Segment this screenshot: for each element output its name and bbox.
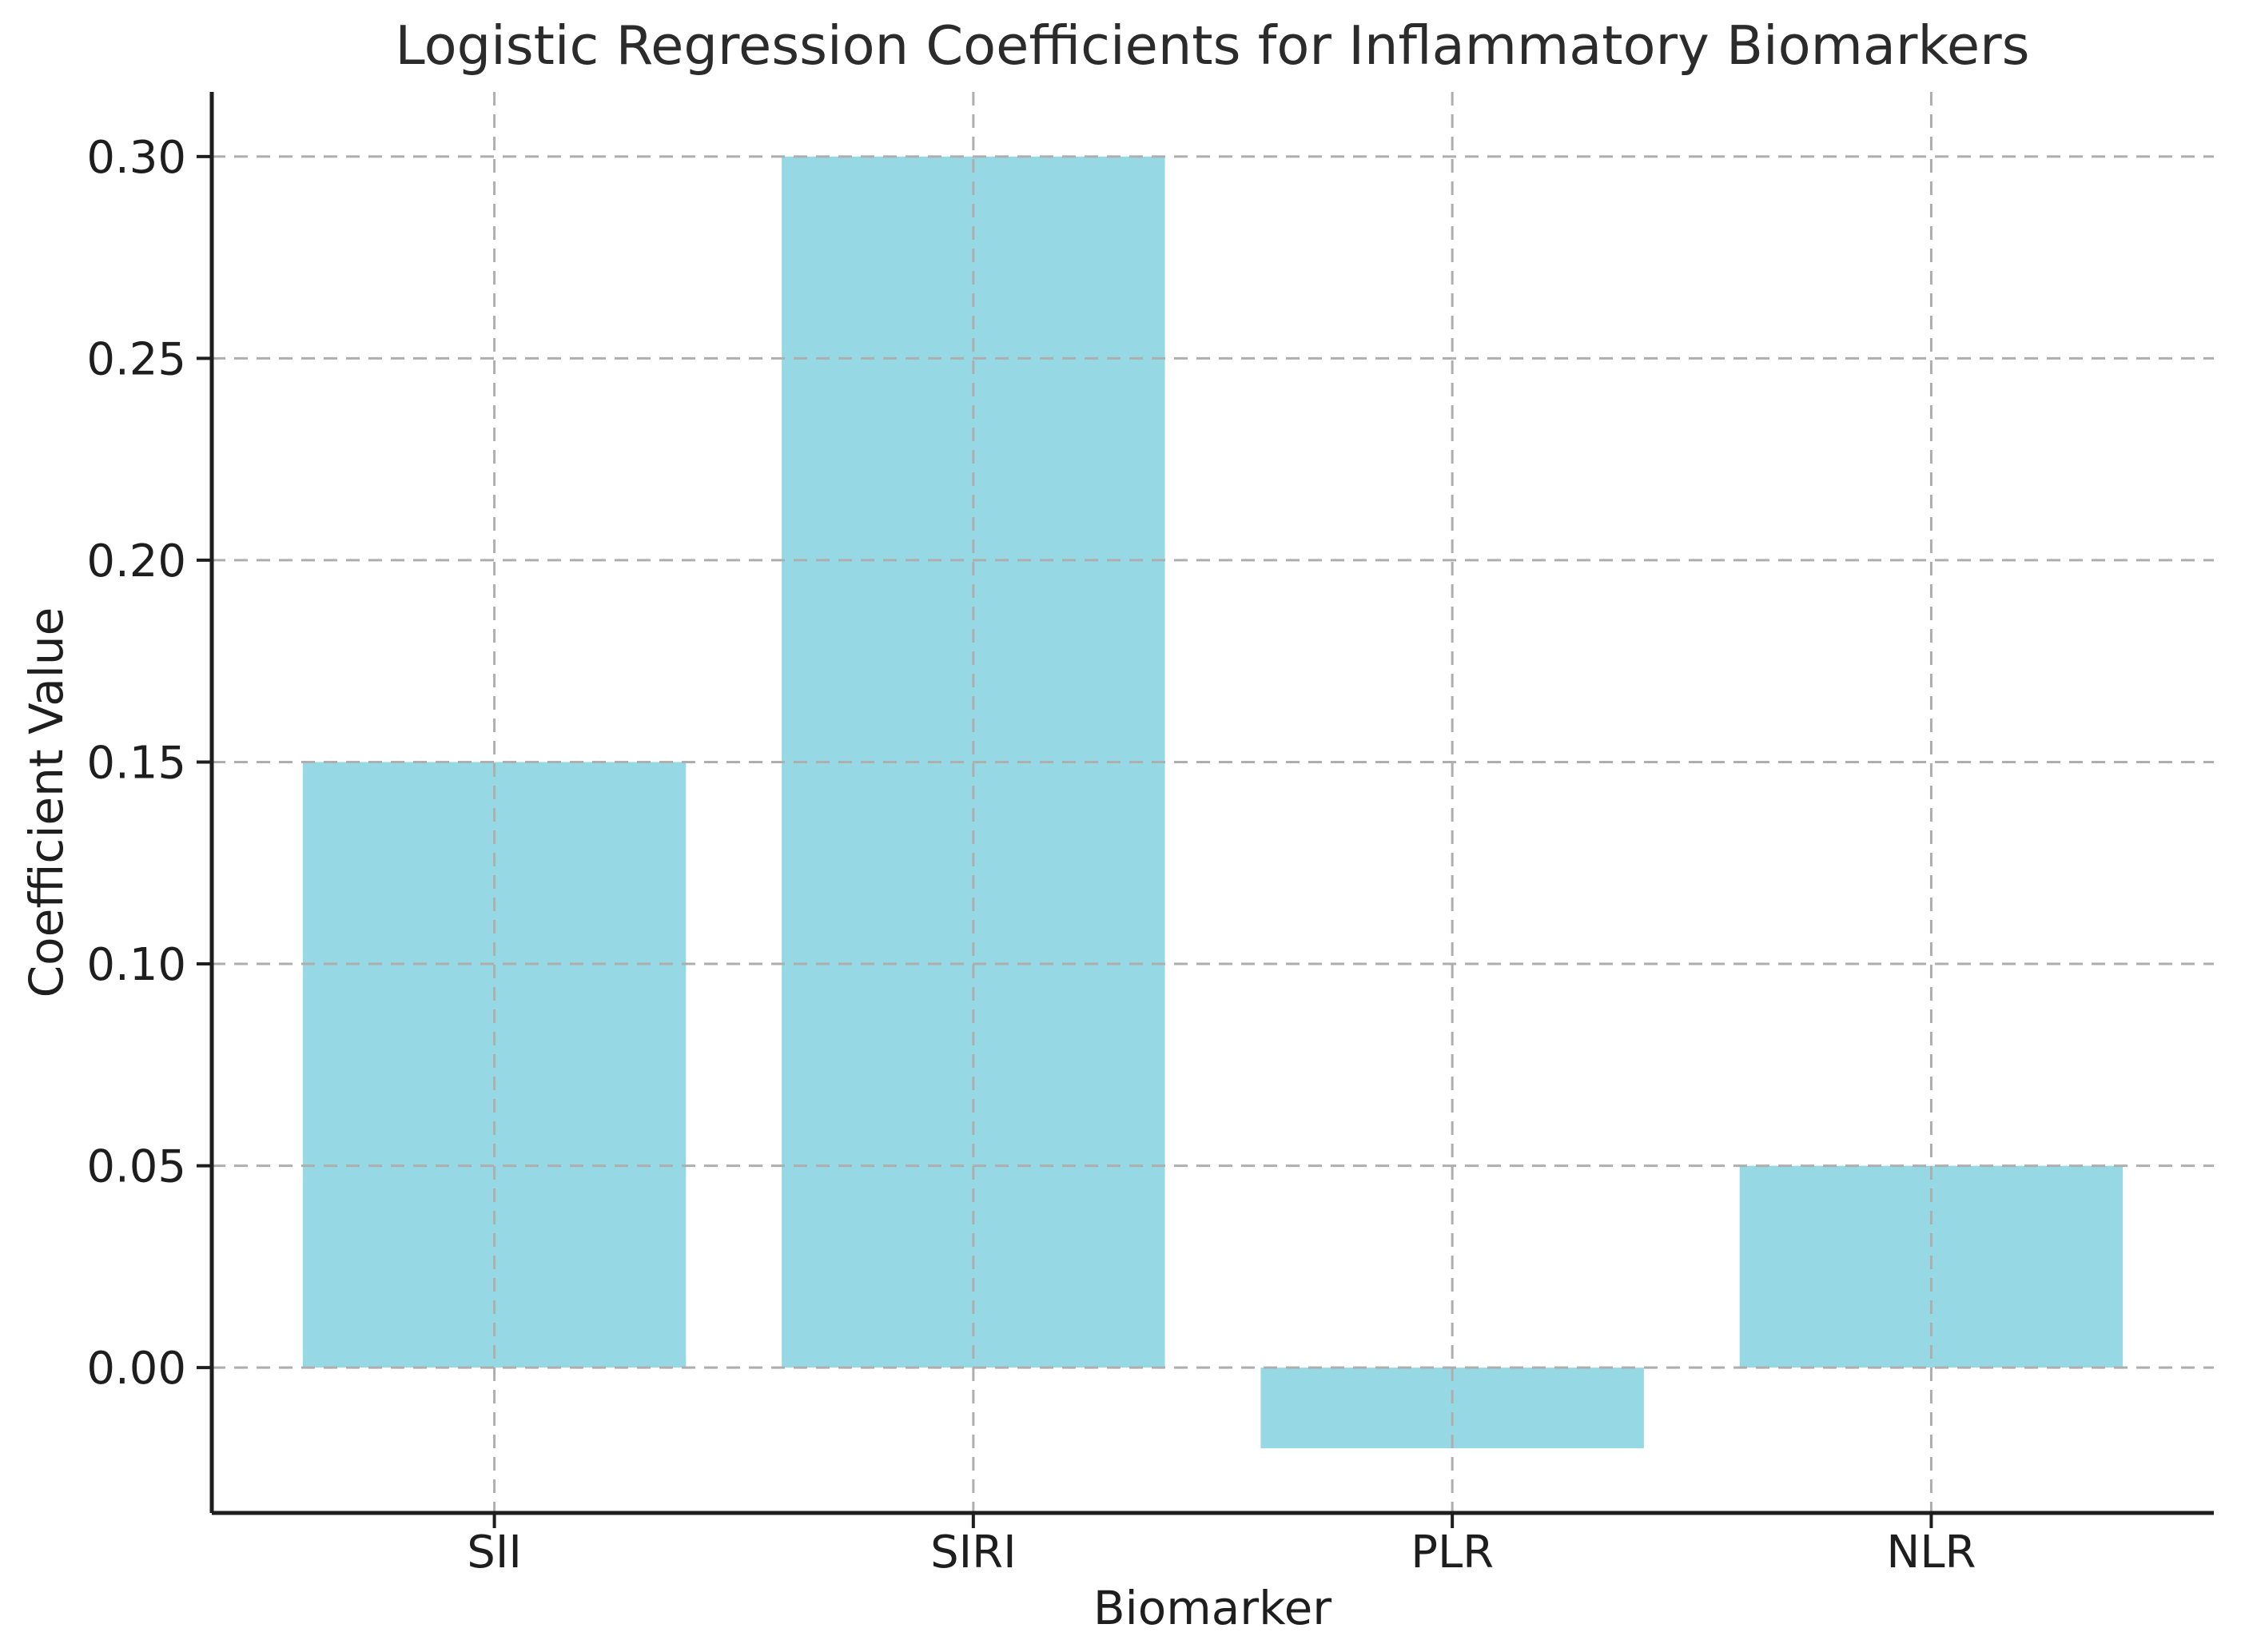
y-tick-label-0.25: 0.25: [86, 333, 186, 385]
x-tick-label-plr: PLR: [1411, 1527, 1494, 1578]
x-axis-label: Biomarker: [1093, 1581, 1331, 1635]
bars-group: [302, 156, 2124, 1449]
axes-group: [209, 92, 2214, 1515]
x-tick-label-siri: SIRI: [930, 1527, 1017, 1578]
chart-title: Logistic Regression Coefficients for Inf…: [395, 14, 2029, 77]
y-tick-label-0.15: 0.15: [86, 737, 186, 789]
tick-marks-group: [197, 154, 1933, 1528]
y-tick-label-0.30: 0.30: [86, 132, 186, 184]
gridlines-group: [212, 92, 2214, 1513]
tick-labels-group: 0.00 0.05 0.10 0.15 0.20 0.25 0.30 SII SIRI PLR NL…: [86, 132, 1976, 1578]
y-tick-label-0.00: 0.00: [86, 1343, 186, 1395]
y-tick-label-0.20: 0.20: [86, 535, 186, 587]
y-tick-label-0.05: 0.05: [86, 1141, 186, 1193]
x-tick-label-nlr: NLR: [1886, 1527, 1976, 1578]
y-axis-label: Coefficient Value: [19, 607, 74, 998]
y-tick-label-0.10: 0.10: [86, 939, 186, 991]
x-tick-label-sii: SII: [467, 1527, 522, 1578]
